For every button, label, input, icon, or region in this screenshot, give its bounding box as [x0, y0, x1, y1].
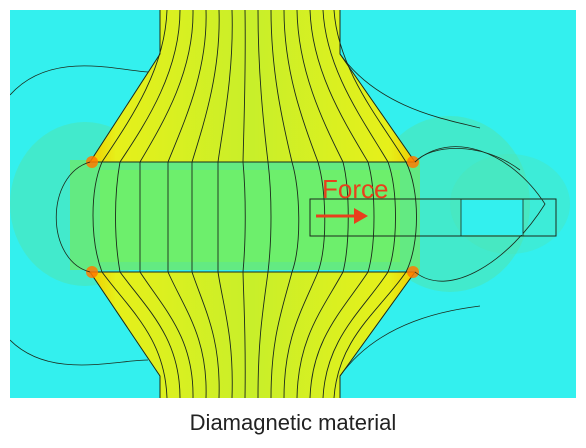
hot-corner-bottom-right	[407, 266, 419, 278]
diamagnetic-sample	[309, 198, 557, 237]
figure-caption: Diamagnetic material	[189, 410, 397, 435]
hot-corner-top-left	[86, 156, 98, 168]
right-arrow-icon	[316, 208, 368, 224]
hot-corner-top-right	[407, 156, 419, 168]
sample-light-region	[461, 200, 523, 235]
outer-field-contours	[10, 53, 546, 377]
bottom-pole-piece	[90, 272, 415, 398]
top-pole-piece	[90, 10, 415, 162]
bottom-pole-outline	[89, 271, 416, 398]
field-simulation-figure: Force	[10, 10, 576, 398]
hot-corner-bottom-left	[86, 266, 98, 278]
bottom-pole-field-lines	[101, 271, 407, 398]
top-pole-outline	[89, 10, 416, 163]
top-pole-field-lines	[101, 10, 407, 163]
gap-field-lines	[92, 161, 417, 273]
force-label: Force	[322, 174, 388, 204]
